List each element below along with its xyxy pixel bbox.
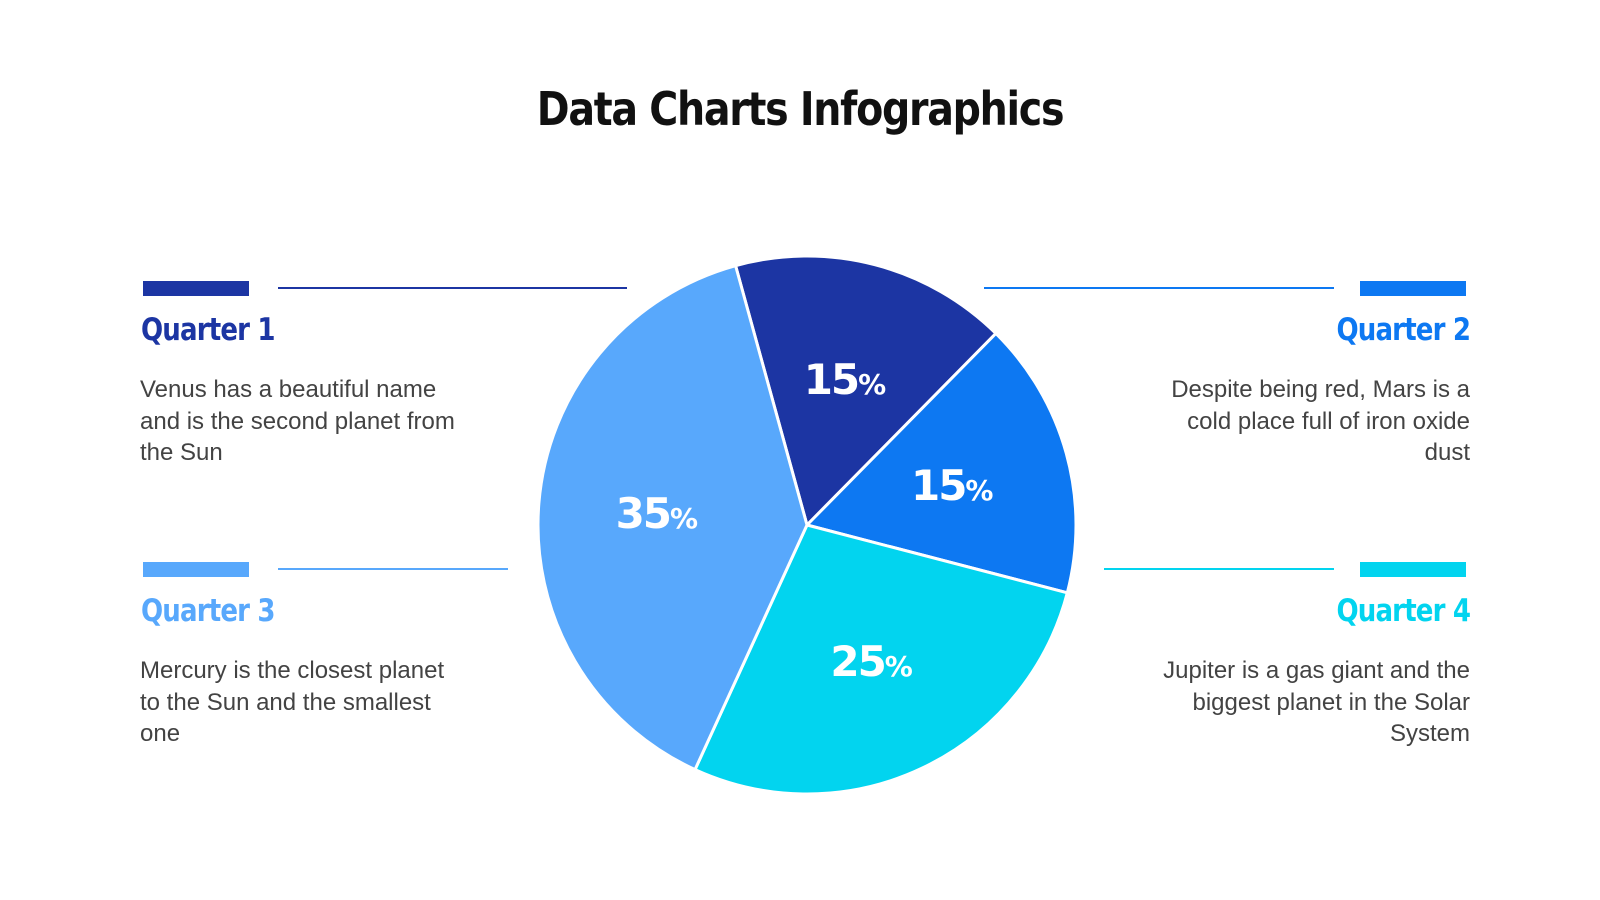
quarter-2-title: Quarter 2 xyxy=(1336,312,1471,348)
quarter-1-description: Venus has a beautiful name and is the se… xyxy=(140,376,455,466)
pie-slice-quarter-4 xyxy=(693,523,1069,796)
quarter-4-color-bar xyxy=(1360,562,1466,577)
quarter-3-rule xyxy=(278,568,508,570)
quarter-2-rule xyxy=(984,287,1334,289)
pie-slice-quarter-2 xyxy=(805,331,1078,595)
quarter-3-color-bar xyxy=(143,562,249,577)
quarter-3-description: Mercury is the closest planet to the Sun… xyxy=(140,657,445,747)
quarter-4-description: Jupiter is a gas giant and the biggest p… xyxy=(1163,657,1470,747)
pie-label-quarter-2: 15% xyxy=(911,461,994,510)
pie-label-quarter-1: 15% xyxy=(804,355,887,404)
quarter-1-color-bar xyxy=(143,281,249,296)
pie-label-quarter-3: 35% xyxy=(616,489,699,538)
quarter-3-title: Quarter 3 xyxy=(141,593,276,629)
quarter-2-color-bar xyxy=(1360,281,1466,296)
pie-slice-quarter-1 xyxy=(734,254,998,527)
quarter-2-description: Despite being red, Mars is a cold place … xyxy=(1171,376,1470,466)
page-title: Data Charts Infographics xyxy=(536,82,1065,136)
quarter-1-rule xyxy=(278,287,627,289)
quarter-4-rule xyxy=(1104,568,1334,570)
quarter-4-title: Quarter 4 xyxy=(1336,593,1471,629)
pie-label-quarter-4: 25% xyxy=(830,637,913,686)
quarter-1-title: Quarter 1 xyxy=(141,312,276,348)
pie-slice-quarter-3 xyxy=(536,264,809,772)
